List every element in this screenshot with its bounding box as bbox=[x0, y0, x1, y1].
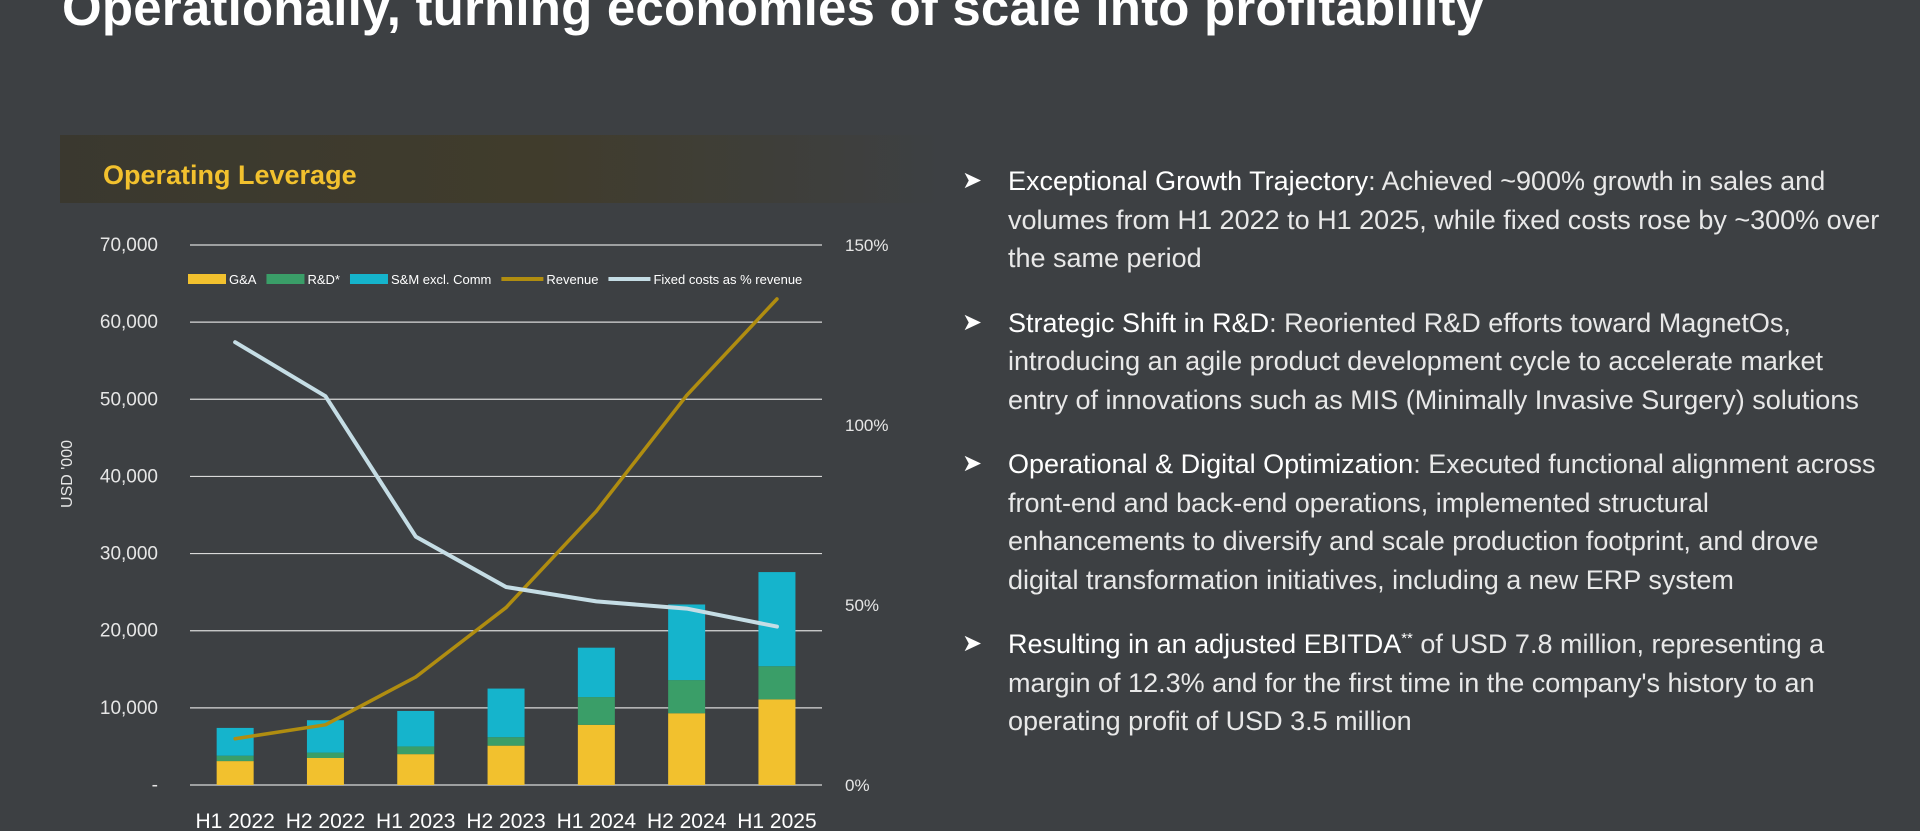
line-point bbox=[594, 509, 598, 513]
bullet-text: : Executed functional alignment across f… bbox=[1008, 449, 1876, 595]
line-point bbox=[685, 607, 689, 611]
bullet-footnote-mark: ** bbox=[1401, 630, 1413, 647]
bullet-lead: Operational & Digital Optimization bbox=[1008, 449, 1414, 479]
arrowhead-bullet-icon: ➤ bbox=[962, 167, 983, 194]
legend-label-fixed-costs-as-revenue: Fixed costs as % revenue bbox=[653, 272, 802, 287]
bar-segment-r-d- bbox=[487, 737, 525, 746]
y-tick-label: 30,000 bbox=[100, 544, 158, 565]
bar-segment-g-a bbox=[397, 754, 435, 785]
line-point bbox=[775, 297, 779, 301]
bullet-lead: Exceptional Growth Trajectory bbox=[1008, 166, 1369, 196]
line-point bbox=[504, 605, 508, 610]
line-point bbox=[323, 723, 328, 727]
legend-label-revenue: Revenue bbox=[546, 272, 598, 287]
line-point bbox=[233, 737, 237, 741]
y2-tick-label: 150% bbox=[845, 236, 888, 255]
chart-title: Operating Leverage bbox=[103, 160, 357, 190]
bullet-item: ➤ Resulting in an adjusted EBITDA** of U… bbox=[962, 625, 1882, 741]
x-tick-label: H1 2024 bbox=[557, 810, 637, 831]
slide-title: Operationally, turning economies of scal… bbox=[62, 0, 1485, 36]
bar-segment-s-m-excl-comm bbox=[397, 710, 435, 747]
bullet-item: ➤ Operational & Digital Optimization: Ex… bbox=[962, 445, 1882, 599]
operating-leverage-chart: - 10,000 20,000 30,000 40,000 50,000 60,000 70,… bbox=[59, 235, 888, 831]
arrowhead-bullet-icon: ➤ bbox=[962, 630, 983, 657]
x-tick-label: H2 2022 bbox=[286, 810, 365, 831]
y-tick-label: 60,000 bbox=[100, 312, 158, 333]
bar-segment-g-a bbox=[668, 713, 706, 785]
bar-segment-r-d- bbox=[758, 666, 796, 700]
y-axis-label: USD '000 bbox=[59, 440, 76, 508]
bullet-list: ➤ Exceptional Growth Trajectory: Achieve… bbox=[962, 162, 1882, 767]
y-tick-label: 10,000 bbox=[100, 698, 158, 719]
line-point bbox=[504, 585, 508, 589]
x-tick-label: H2 2023 bbox=[466, 810, 545, 831]
y2-tick-label: 100% bbox=[845, 416, 888, 435]
y-tick-label: 40,000 bbox=[100, 466, 158, 487]
line-point bbox=[233, 340, 237, 344]
chart-header-band bbox=[60, 135, 940, 203]
legend-swatch-s-m-excl-comm bbox=[349, 274, 388, 284]
y-tick-label: 20,000 bbox=[100, 621, 158, 642]
bar-segment-r-d- bbox=[216, 755, 254, 762]
bar-segment-g-a bbox=[487, 745, 525, 785]
x-tick-label: H1 2023 bbox=[376, 810, 455, 831]
line-point bbox=[414, 675, 418, 679]
bar-segment-s-m-excl-comm bbox=[577, 647, 615, 698]
bar-segment-g-a bbox=[577, 724, 615, 785]
line-point bbox=[594, 599, 598, 604]
y-tick-label: - bbox=[152, 775, 158, 796]
bar-segment-s-m-excl-comm bbox=[487, 688, 525, 738]
bar-segment-g-a bbox=[758, 699, 796, 785]
y-tick-label: 70,000 bbox=[100, 235, 158, 256]
bar-segment-g-a bbox=[306, 758, 344, 785]
line-point bbox=[775, 625, 779, 629]
x-tick-label: H1 2025 bbox=[737, 810, 816, 831]
line-point bbox=[414, 535, 418, 539]
arrowhead-bullet-icon: ➤ bbox=[962, 450, 983, 477]
bullet-text: of USD 7.8 million, representing a margi… bbox=[1008, 629, 1825, 736]
bullet-text: : Achieved ~900% growth in sales and vol… bbox=[1008, 166, 1880, 273]
bar-segment-g-a bbox=[216, 761, 254, 785]
bullet-lead: Strategic Shift in R&D bbox=[1008, 307, 1270, 338]
bullet-lead: Resulting in an adjusted EBITDA bbox=[1008, 629, 1402, 659]
bullet-item: ➤ Strategic Shift in R&D: Reoriented R&D… bbox=[962, 304, 1882, 420]
bullet-item: ➤ Exceptional Growth Trajectory: Achieve… bbox=[962, 162, 1882, 278]
bar-segment-r-d- bbox=[306, 752, 344, 758]
x-tick-label: H2 2024 bbox=[647, 810, 727, 831]
legend-swatch-r-d- bbox=[266, 274, 305, 284]
legend-label-r-d-: R&D* bbox=[307, 272, 340, 287]
legend-swatch-g-a bbox=[188, 274, 226, 284]
line-point bbox=[685, 393, 689, 398]
y2-tick-label: 50% bbox=[845, 596, 879, 615]
y-tick-label: 50,000 bbox=[100, 389, 158, 410]
x-tick-label: H1 2022 bbox=[195, 810, 274, 831]
arrowhead-bullet-icon: ➤ bbox=[962, 308, 983, 336]
legend-label-s-m-excl-comm: S&M excl. Comm bbox=[391, 272, 491, 287]
y2-tick-label: 0% bbox=[845, 776, 870, 795]
bar-segment-r-d- bbox=[577, 697, 615, 725]
bar-segment-s-m-excl-comm bbox=[758, 572, 796, 667]
legend-label-g-a: G&A bbox=[229, 272, 257, 287]
line-point bbox=[323, 394, 328, 398]
bar-segment-s-m-excl-comm bbox=[216, 727, 254, 756]
bar-segment-r-d- bbox=[397, 746, 435, 755]
bar-segment-s-m-excl-comm bbox=[668, 604, 706, 681]
bullet-text: : Reoriented R&D efforts toward MagnetOs… bbox=[1008, 307, 1859, 415]
bar-segment-r-d- bbox=[668, 680, 706, 714]
